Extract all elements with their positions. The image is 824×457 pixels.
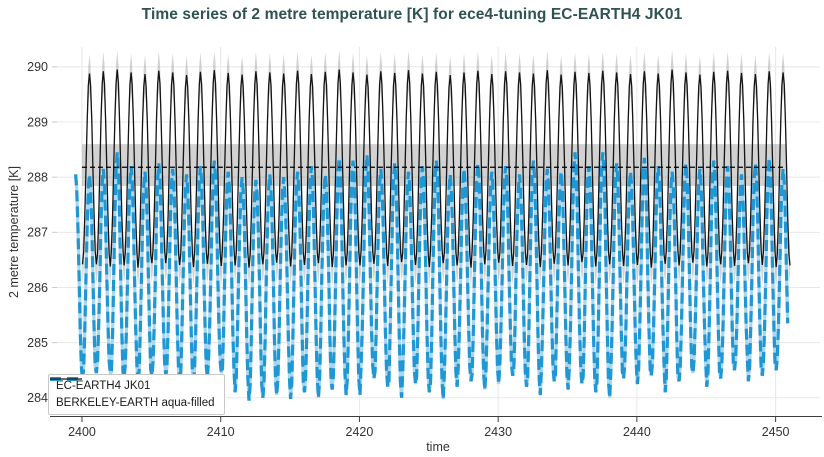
y-tick-label: 284: [27, 391, 48, 405]
x-tick-label: 2400: [68, 425, 96, 439]
y-tick-label: 290: [27, 60, 48, 74]
y-axis-title: 2 metre temperature [K]: [7, 165, 21, 299]
page-title: Time series of 2 metre temperature [K] f…: [141, 6, 683, 23]
legend-item-berkeley-earth: BERKELEY-EARTH aqua-filled: [50, 378, 215, 411]
x-tick-label: 2410: [207, 425, 235, 439]
legend-line-sample-solid: [50, 378, 82, 380]
obs-uncertainty-envelope: [82, 50, 790, 287]
x-tick-label: 2440: [623, 425, 651, 439]
y-tick-label: 286: [27, 281, 48, 295]
x-axis-title: time: [426, 440, 450, 454]
berkeley-earth-line: [81, 69, 791, 268]
x-tick-label: 2430: [484, 425, 512, 439]
ec-earth4-line: [74, 152, 790, 401]
x-tick-label: 2450: [762, 425, 790, 439]
y-tick-label: 287: [27, 226, 48, 240]
x-tick-label: 2420: [346, 425, 374, 439]
legend-label: BERKELEY-EARTH aqua-filled: [56, 397, 215, 409]
y-tick-label: 289: [27, 115, 48, 129]
legend: EC-EARTH4 JK01 BERKELEY-EARTH aqua-fille…: [48, 374, 225, 415]
legend-label: EC-EARTH4 JK01: [56, 380, 151, 392]
y-tick-label: 285: [27, 336, 48, 350]
y-tick-label: 288: [27, 170, 48, 184]
